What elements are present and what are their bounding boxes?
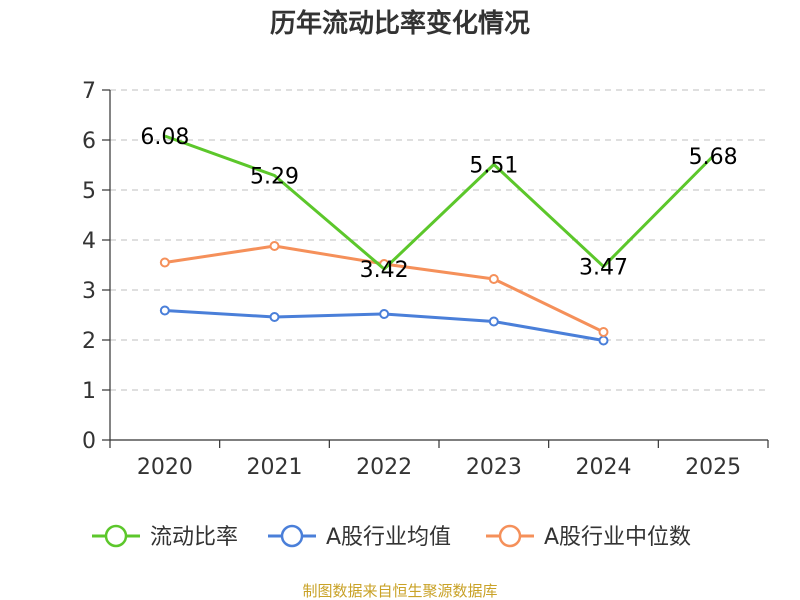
y-tick-label: 6 [82, 129, 96, 154]
legend-item: A股行业均值 [268, 524, 451, 550]
series-0 [164, 134, 715, 271]
legend-label: 流动比率 [150, 525, 238, 550]
data-point [598, 335, 609, 346]
legend: 流动比率 A股行业均值 A股行业中位数 [92, 524, 691, 550]
x-tick-label: 2024 [576, 455, 632, 480]
source-note: 制图数据来自恒生聚源数据库 [302, 582, 497, 600]
series-2 [159, 241, 609, 337]
data-point [269, 241, 280, 251]
data-point [598, 327, 609, 337]
legend-item: A股行业中位数 [486, 524, 691, 550]
data-point [159, 257, 170, 268]
y-tick-label: 7 [82, 79, 96, 104]
y-tick-label: 3 [82, 279, 96, 304]
data-point [379, 309, 390, 319]
data-label: 5.29 [250, 165, 299, 190]
series-line [164, 134, 715, 271]
series-layer: 6.08 5.29 3.42 5.51 3.47 5.68 [140, 125, 738, 346]
x-tick-label: 2021 [247, 455, 303, 480]
y-tick-label: 0 [82, 429, 96, 454]
data-point [159, 305, 170, 316]
grid [110, 89, 768, 391]
legend-label: A股行业均值 [326, 525, 451, 550]
axes: 0 1 2 3 4 5 6 7 2020 2021 2022 2023 2024 2025 [82, 79, 769, 480]
legend-marker [498, 524, 522, 548]
chart-title: 历年流动比率变化情况 [270, 8, 530, 39]
x-tick-label: 2020 [137, 455, 193, 480]
x-tick-label: 2025 [685, 455, 741, 480]
data-label: 6.08 [140, 125, 189, 150]
legend-item: 流动比率 [92, 524, 238, 550]
data-point [269, 312, 280, 322]
y-tick-label: 5 [82, 179, 96, 204]
series-1 [159, 305, 609, 346]
data-point [488, 316, 499, 327]
legend-label: A股行业中位数 [544, 525, 691, 550]
x-tick-label: 2023 [466, 455, 522, 480]
y-tick-label: 2 [82, 329, 96, 354]
legend-marker [280, 524, 304, 548]
data-label: 3.47 [579, 256, 628, 281]
y-tick-label: 1 [82, 379, 96, 404]
data-label: 5.68 [689, 145, 738, 170]
data-label: 3.42 [360, 258, 409, 283]
data-labels: 6.08 5.29 3.42 5.51 3.47 5.68 [140, 125, 737, 283]
data-point [488, 274, 499, 284]
legend-marker [104, 524, 128, 548]
y-tick-label: 4 [82, 229, 96, 254]
data-label: 5.51 [469, 154, 518, 179]
x-tick-label: 2022 [356, 455, 412, 480]
